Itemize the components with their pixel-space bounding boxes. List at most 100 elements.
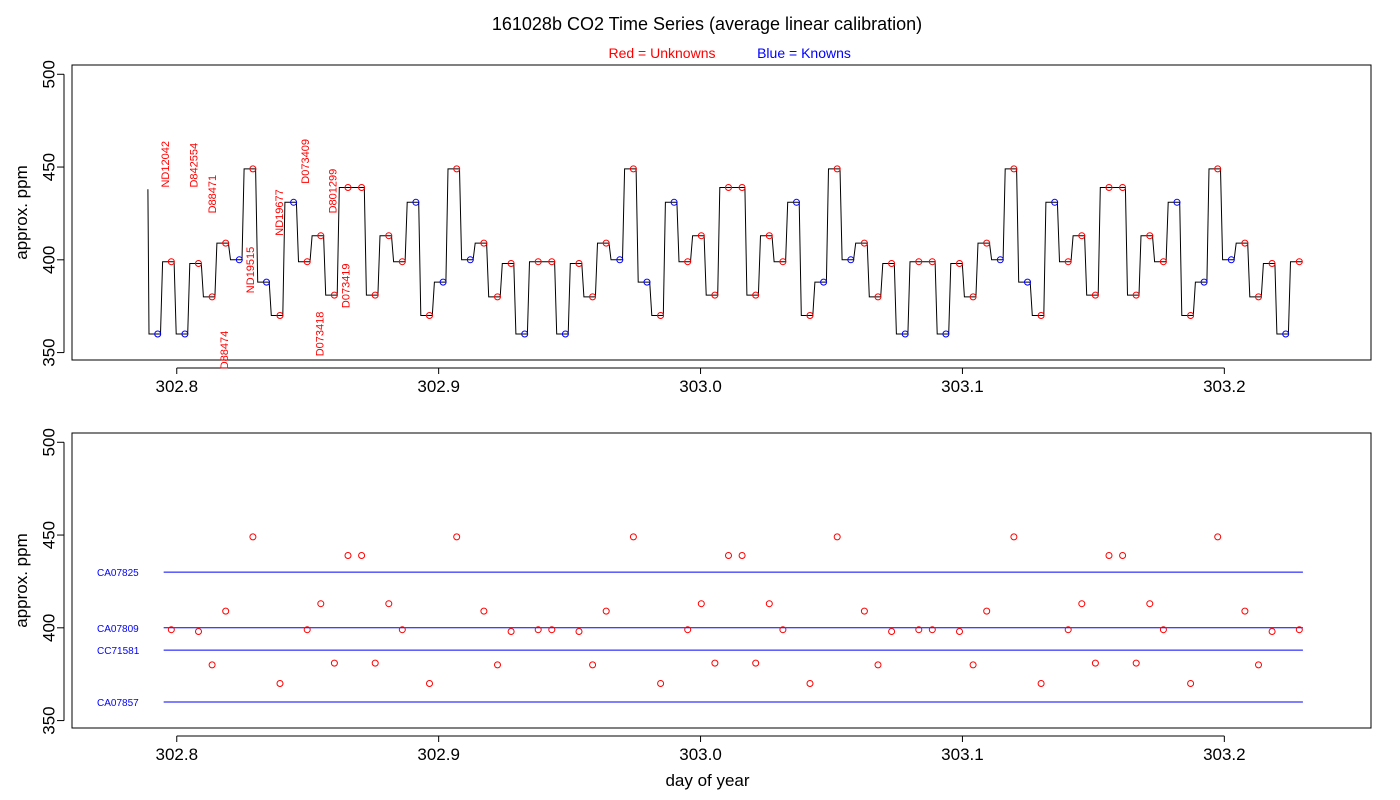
unknown-point	[548, 626, 556, 634]
unknown-point	[167, 626, 175, 634]
x-tick-label: 302.8	[155, 377, 198, 396]
sample-label: D88471	[207, 175, 219, 214]
unknown-point	[453, 533, 461, 541]
unknown-point	[1091, 659, 1099, 667]
unknown-point	[684, 626, 692, 634]
known-marker	[521, 330, 529, 338]
x-axis-label: day of year	[665, 771, 749, 790]
unknown-point	[195, 628, 202, 635]
sample-label: D073419	[341, 263, 353, 308]
unknown-marker	[480, 239, 488, 247]
known-marker	[616, 256, 624, 264]
unknown-marker	[167, 258, 175, 266]
unknown-point	[534, 626, 542, 634]
unknown-marker	[915, 258, 923, 266]
unknown-marker	[969, 293, 977, 301]
unknown-point	[371, 659, 379, 667]
unknown-marker	[548, 258, 556, 266]
known-marker	[847, 256, 855, 264]
unknown-point	[1268, 628, 1276, 635]
reference-line-label: CA07825	[97, 568, 139, 579]
unknown-marker	[1119, 184, 1127, 191]
unknown-marker	[575, 260, 583, 267]
unknown-marker	[1241, 239, 1249, 247]
unknown-point	[358, 552, 366, 559]
unknown-point	[711, 659, 719, 667]
unknown-point	[833, 533, 841, 541]
unknown-point	[303, 626, 311, 634]
unknown-point	[752, 659, 760, 667]
known-marker	[996, 256, 1004, 264]
known-marker	[1227, 256, 1235, 264]
unknown-marker	[208, 293, 216, 301]
x-tick-label: 303.0	[679, 745, 722, 764]
unknown-marker	[330, 291, 338, 299]
known-marker	[1173, 198, 1181, 206]
unknown-marker	[956, 260, 963, 267]
sample-label: D073409	[300, 139, 312, 184]
unknown-marker	[833, 165, 841, 173]
unknown-marker	[1187, 312, 1195, 319]
unknown-marker	[385, 232, 393, 240]
unknown-marker	[928, 258, 936, 266]
unknown-point	[249, 533, 257, 541]
unknown-marker	[1295, 258, 1303, 266]
unknown-point	[1105, 552, 1113, 559]
unknown-point	[779, 626, 787, 634]
sample-label: D842554	[189, 143, 201, 188]
known-marker	[901, 330, 909, 338]
unknown-marker	[344, 184, 352, 191]
y-axis-label: approx. ppm	[12, 533, 31, 628]
sample-label: D801299	[328, 169, 340, 214]
known-marker	[1024, 278, 1031, 286]
unknown-marker	[494, 293, 501, 301]
unknown-marker	[453, 165, 461, 173]
unknown-marker	[806, 312, 814, 319]
unknown-point	[426, 680, 433, 687]
plot-frame	[71, 64, 1372, 361]
unknown-marker	[1091, 291, 1099, 299]
y-tick-label: 400	[39, 614, 58, 642]
unknown-point	[330, 659, 338, 667]
unknown-marker	[983, 239, 991, 247]
chart-title: 161028b CO2 Time Series (average linear …	[492, 14, 922, 34]
known-marker	[439, 278, 447, 286]
unknown-point	[575, 628, 583, 635]
unknown-point	[1159, 626, 1167, 634]
unknown-point	[969, 661, 977, 669]
unknown-marker	[534, 258, 542, 266]
unknown-point	[589, 661, 597, 669]
unknown-marker	[426, 312, 433, 319]
unknown-marker	[276, 312, 284, 319]
sample-label: ND19515	[245, 247, 257, 293]
unknown-marker	[1078, 232, 1086, 240]
unknown-marker	[779, 258, 787, 266]
unknown-marker	[1037, 312, 1045, 319]
sample-label: D073418	[314, 312, 326, 357]
unknown-point	[276, 680, 284, 687]
reference-line-label: CC71581	[97, 646, 140, 657]
unknown-marker	[303, 258, 311, 266]
unknown-marker	[629, 165, 637, 173]
unknown-point	[1037, 680, 1045, 687]
y-tick-label: 500	[39, 60, 58, 88]
known-marker	[820, 278, 828, 286]
co2-trace-line	[147, 168, 1302, 335]
unknown-point	[725, 552, 732, 559]
unknown-point	[1241, 607, 1249, 615]
sample-label: ND12042	[160, 141, 172, 187]
unknown-marker	[507, 260, 515, 267]
x-tick-label: 303.0	[679, 377, 722, 396]
reference-line-label: CA07809	[97, 624, 139, 635]
unknown-marker	[249, 165, 257, 173]
unknown-point	[494, 661, 501, 669]
unknown-point	[507, 628, 515, 635]
y-axis-label: approx. ppm	[12, 165, 31, 260]
unknown-marker	[398, 258, 406, 266]
unknown-marker	[1132, 291, 1140, 299]
legend-blue-text: Blue = Knowns	[757, 45, 851, 61]
unknown-point	[1132, 659, 1140, 667]
unknown-marker	[371, 291, 379, 299]
known-marker	[643, 278, 651, 286]
